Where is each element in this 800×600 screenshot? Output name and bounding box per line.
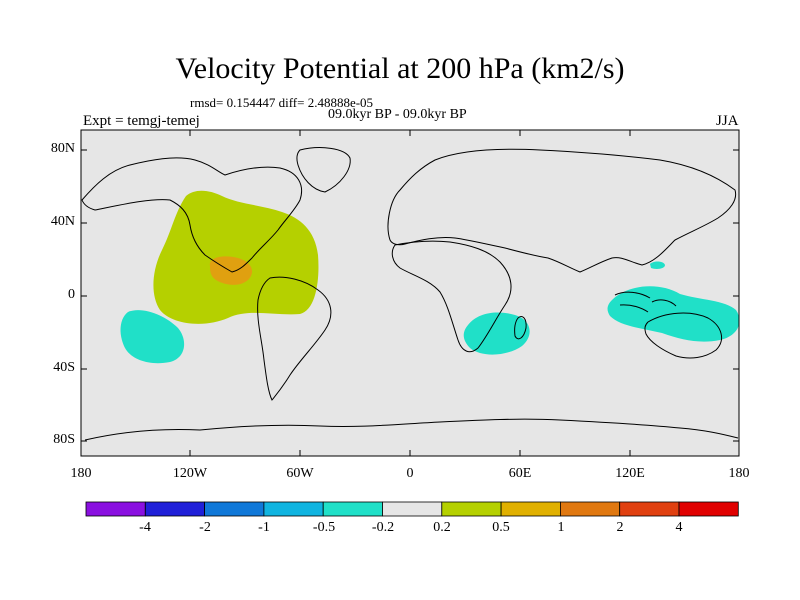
x-tick-label: 60W <box>286 466 314 481</box>
experiment-label: Expt = temgj-temej <box>83 113 200 129</box>
colorbar-box <box>144 501 206 517</box>
colorbar-box <box>441 501 502 517</box>
positive-region-core <box>209 256 253 285</box>
colorbar-box <box>263 501 324 517</box>
colorbar-label: 2 <box>616 520 624 535</box>
coast-south-america <box>257 276 332 401</box>
x-tick-label: 60E <box>508 466 532 481</box>
page-title: Velocity Potential at 200 hPa (km2/s) <box>175 52 625 85</box>
coast-africa <box>391 240 512 353</box>
coast-antarctica <box>84 418 739 441</box>
colorbar-label: 0.5 <box>492 520 510 535</box>
colorbar-box <box>204 501 265 517</box>
colorbar-label: 1 <box>557 520 565 535</box>
x-tick-label: 120E <box>615 466 645 481</box>
negative-region-africa <box>463 312 530 355</box>
coast-australia <box>644 312 723 359</box>
colorbar-label: -2 <box>199 520 211 535</box>
colorbar-box <box>619 501 680 517</box>
colorbar-box <box>322 501 383 517</box>
colorbar-box <box>678 501 739 517</box>
colorbar-box <box>500 501 561 517</box>
coast-north-america <box>81 157 303 273</box>
y-tick-label: 80S <box>53 432 75 447</box>
anomaly-regions <box>120 190 740 364</box>
colorbar-label: 0.2 <box>433 520 451 535</box>
colorbar-label: -0.2 <box>371 520 395 535</box>
period-label: 09.0kyr BP - 09.0kyr BP <box>328 107 467 122</box>
x-tick-label: 120W <box>172 466 208 481</box>
colorbar-label: -1 <box>258 520 270 535</box>
positive-region-americas <box>153 190 319 324</box>
coast-indonesia <box>614 291 677 313</box>
y-tick-label: 80N <box>50 141 75 156</box>
colorbar-label: 4 <box>675 520 683 535</box>
colorbar-label: -4 <box>139 520 151 535</box>
colorbar <box>85 501 739 517</box>
y-tick-label: 0 <box>68 287 75 302</box>
negative-region-south-pacific <box>120 310 185 364</box>
x-tick-label: 180 <box>70 466 92 481</box>
colorbar-box <box>85 501 146 517</box>
negative-region-small <box>650 261 665 269</box>
colorbar-label: -0.5 <box>312 520 336 535</box>
y-tick-label: 40S <box>53 360 75 375</box>
coast-greenland <box>296 147 351 193</box>
x-ticks <box>189 130 631 456</box>
y-tick-label: 40N <box>50 214 75 229</box>
x-tick-label: 180 <box>728 466 750 481</box>
y-ticks <box>81 149 739 442</box>
coast-madagascar <box>514 315 527 340</box>
coastlines <box>81 147 739 441</box>
season-label: JJA <box>716 113 739 129</box>
colorbar-box <box>560 501 621 517</box>
coast-eurasia <box>387 148 737 273</box>
stats-label: rmsd= 0.154447 diff= 2.48888e-05 <box>190 95 374 110</box>
x-tick-label: 0 <box>406 466 414 481</box>
colorbar-box <box>382 501 443 517</box>
